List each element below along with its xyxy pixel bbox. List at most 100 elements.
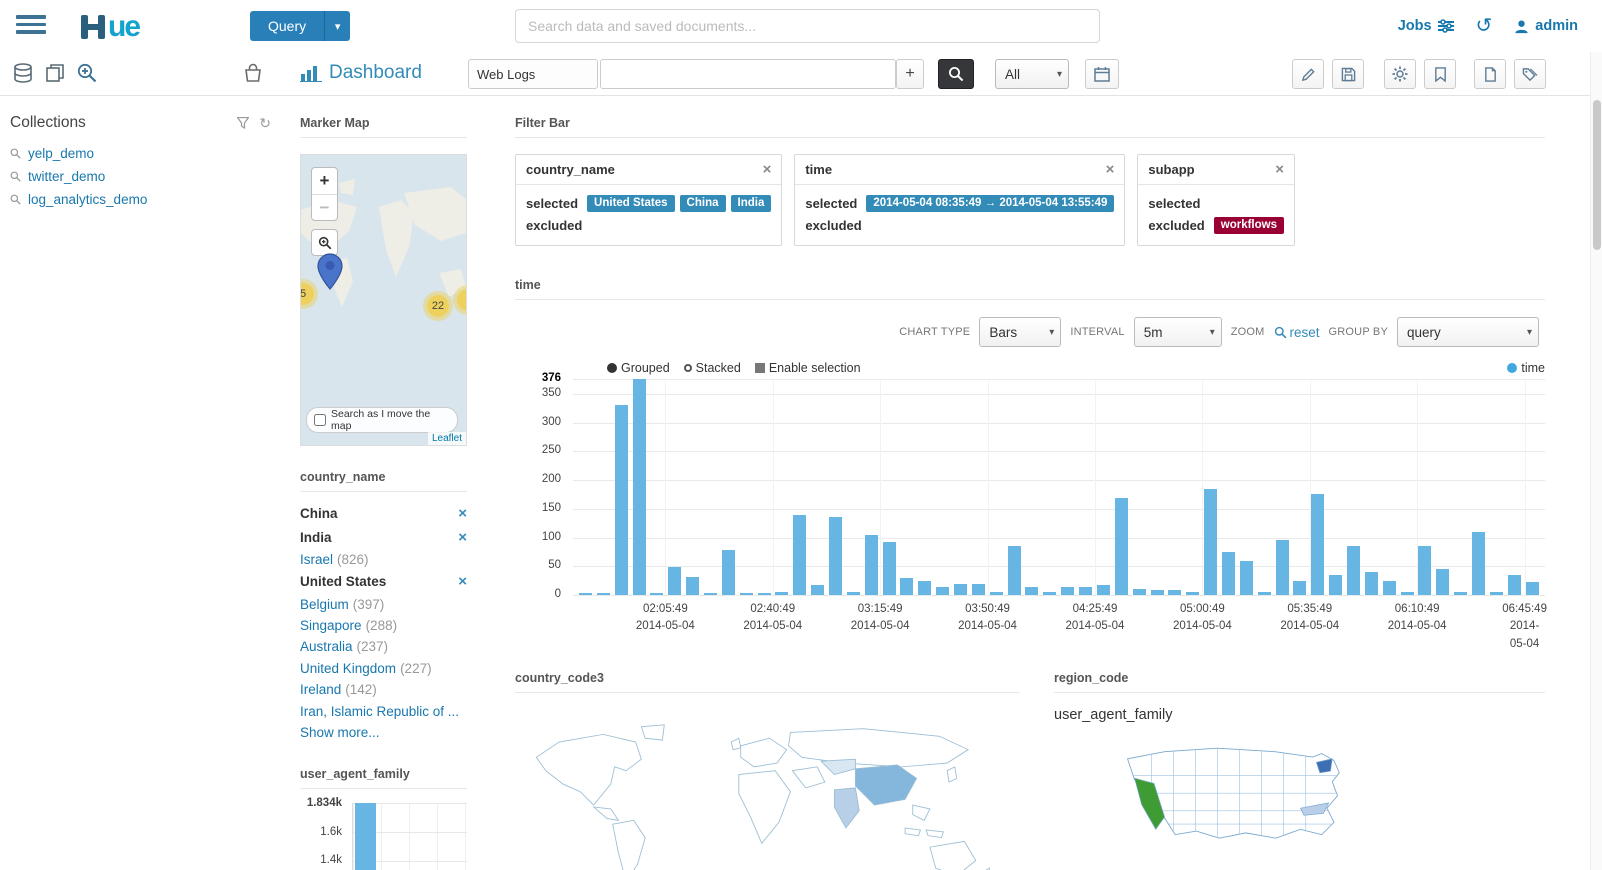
add-filter-button[interactable]: + [896, 59, 924, 89]
chart-bar[interactable] [355, 803, 376, 870]
chart-bar[interactable] [1221, 552, 1235, 595]
legend-series-time[interactable]: time [1507, 361, 1545, 375]
chart-bar[interactable] [632, 379, 646, 595]
legend-grouped-option[interactable]: Grouped [607, 361, 670, 375]
leaflet-map[interactable]: + − 5 22 Search as I move the map Leafle… [300, 154, 467, 446]
chart-bar[interactable] [1489, 592, 1503, 595]
chart-bar[interactable] [846, 592, 860, 595]
hue-logo[interactable]: ue [80, 10, 141, 44]
chart-bar[interactable] [1239, 561, 1253, 595]
chart-bar[interactable] [668, 567, 682, 595]
chart-bar[interactable] [1293, 581, 1307, 595]
history-icon[interactable]: ↺ [1475, 15, 1493, 37]
chart-type-select[interactable]: Bars ▾ [979, 317, 1062, 347]
chart-bar[interactable] [1168, 590, 1182, 595]
facet-link[interactable]: Singapore [300, 618, 362, 634]
chart-bar[interactable] [721, 550, 735, 595]
copy-documents-icon[interactable] [44, 62, 66, 84]
map-region-india[interactable] [833, 787, 860, 829]
map-cluster[interactable]: 22 [423, 291, 453, 321]
menu-icon[interactable] [16, 15, 46, 37]
facet-link[interactable]: Show more... [300, 724, 380, 740]
zoom-out-button[interactable]: − [312, 194, 337, 220]
query-dropdown-caret[interactable]: ▾ [324, 11, 351, 41]
legend-enable-selection-option[interactable]: Enable selection [754, 361, 861, 375]
chart-bar[interactable] [1150, 590, 1164, 595]
chart-bar[interactable] [1079, 587, 1093, 595]
chart-bar[interactable] [954, 584, 968, 595]
zoom-in-icon[interactable] [76, 62, 98, 84]
chart-bar[interactable] [1186, 592, 1200, 595]
collection-item[interactable]: yelp_demo [10, 142, 271, 165]
chart-bar[interactable] [757, 593, 771, 595]
facet-link[interactable]: Australia [300, 639, 353, 655]
chart-bar[interactable] [1096, 585, 1110, 595]
bag-icon[interactable] [242, 62, 264, 84]
facet-link[interactable]: Ireland [300, 682, 342, 698]
chart-bar[interactable] [864, 535, 878, 595]
tags-button[interactable] [1514, 59, 1546, 89]
map-marker-pin[interactable] [317, 253, 343, 291]
map-search-button[interactable] [311, 229, 338, 256]
chart-bar[interactable] [936, 587, 950, 595]
chart-bar[interactable] [596, 593, 610, 595]
zoom-in-button[interactable]: + [319, 171, 330, 190]
bookmark-button[interactable] [1424, 59, 1456, 89]
collection-item[interactable]: log_analytics_demo [10, 188, 271, 211]
chart-bar[interactable] [1132, 589, 1146, 595]
dashboard-name-input[interactable] [468, 59, 598, 89]
search-button[interactable] [938, 59, 974, 89]
database-icon[interactable] [12, 62, 34, 84]
chart-bar[interactable] [739, 593, 753, 595]
filter-funnel-icon[interactable] [237, 117, 250, 129]
close-icon[interactable]: × [762, 161, 772, 178]
edit-button[interactable] [1292, 59, 1324, 89]
chart-bar[interactable] [650, 593, 664, 595]
chart-bar[interactable] [900, 578, 914, 595]
search-as-move-checkbox[interactable] [314, 414, 326, 426]
close-icon[interactable]: × [1275, 161, 1284, 178]
chart-bar[interactable] [686, 577, 700, 595]
interval-select[interactable]: 5m ▾ [1133, 317, 1222, 347]
chart-bar[interactable] [1471, 532, 1485, 595]
chart-bar[interactable] [1043, 592, 1057, 595]
dashboard-query-input[interactable] [600, 59, 896, 89]
close-icon[interactable]: × [1105, 161, 1115, 178]
remove-icon[interactable]: × [458, 573, 467, 591]
map-region-china[interactable] [854, 764, 918, 806]
chart-bar[interactable] [1257, 592, 1271, 595]
zoom-reset-link[interactable]: reset [1274, 325, 1320, 340]
jobs-link[interactable]: Jobs [1398, 18, 1454, 34]
filter-chip[interactable]: workflows [1213, 216, 1284, 234]
chart-bar[interactable] [1382, 581, 1396, 595]
chart-bar[interactable] [1525, 582, 1539, 595]
refresh-icon[interactable]: ↻ [259, 114, 271, 131]
chart-bar[interactable] [793, 515, 807, 595]
chart-bar[interactable] [1507, 575, 1521, 595]
chart-bar[interactable] [775, 592, 789, 595]
chart-bar[interactable] [1007, 546, 1021, 595]
legend-stacked-option[interactable]: Stacked [683, 361, 741, 375]
filter-chip[interactable]: 2014-05-04 08:35:49 → 2014-05-04 13:55:4… [866, 194, 1115, 212]
facet-link[interactable]: Iran, Islamic Republic of ... [300, 703, 460, 719]
chart-bar[interactable] [704, 593, 718, 595]
chart-bar[interactable] [1364, 572, 1378, 595]
query-button[interactable]: Query [250, 11, 325, 41]
chart-bar[interactable] [829, 517, 843, 595]
scrollbar-thumb[interactable] [1592, 100, 1601, 250]
chart-bar[interactable] [1418, 546, 1432, 595]
collection-item[interactable]: twitter_demo [10, 165, 271, 188]
world-map[interactable] [515, 721, 1020, 870]
filter-chip[interactable]: United States [587, 194, 675, 212]
facet-link[interactable]: United Kingdom [300, 660, 397, 676]
remove-icon[interactable]: × [458, 505, 467, 523]
chart-bar[interactable] [614, 405, 628, 595]
chart-bar[interactable] [971, 584, 985, 595]
chart-bar[interactable] [1400, 592, 1414, 595]
chart-bar[interactable] [1346, 546, 1360, 595]
facet-link[interactable]: Israel [300, 551, 334, 567]
document-button[interactable] [1474, 59, 1506, 89]
facet-link[interactable]: Belgium [300, 596, 349, 612]
settings-button[interactable] [1384, 59, 1416, 89]
map-region-california[interactable] [1134, 777, 1165, 831]
